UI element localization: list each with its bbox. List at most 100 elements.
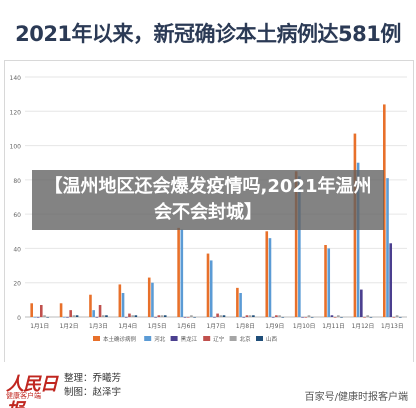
bar: [395, 315, 399, 317]
headline-text[interactable]: 【温州地区还会爆发疫情吗,2021年温州会不会封城】: [44, 176, 372, 223]
legend-label: 北京: [240, 335, 252, 343]
bar: [219, 315, 223, 317]
bar: [236, 287, 239, 317]
bar: [209, 260, 213, 317]
bar: [337, 315, 340, 317]
bar: [105, 315, 108, 317]
x-tick-label: 1月5日: [148, 323, 167, 330]
bar: [66, 317, 69, 318]
bar: [216, 313, 219, 317]
legend-swatch: [144, 336, 152, 341]
footer: [0, 362, 416, 408]
x-tick-label: 1月6日: [177, 323, 196, 330]
bar: [154, 317, 157, 318]
bar: [369, 317, 373, 318]
bar: [327, 248, 331, 317]
bar: [386, 178, 389, 317]
bar: [213, 317, 216, 318]
y-tick-label: 60: [13, 212, 21, 219]
bar: [160, 315, 164, 317]
legend-swatch: [93, 336, 100, 341]
x-tick-label: 1月2日: [60, 323, 79, 330]
bar: [62, 317, 66, 318]
bar: [298, 176, 301, 317]
y-tick-label: 140: [10, 75, 22, 82]
bar: [163, 315, 167, 317]
y-tick-label: 40: [13, 246, 21, 253]
x-tick-label: 1月8日: [236, 323, 255, 330]
legend-label: 黑龙江: [181, 335, 198, 343]
bar: [59, 303, 63, 317]
bar: [180, 229, 184, 317]
watermark: 百家号/健康时报客户端: [304, 392, 408, 403]
bar: [98, 305, 102, 317]
legend-swatch: [203, 336, 211, 341]
editor-credit: 整理：乔曦芳: [64, 373, 122, 384]
x-tick-label: 1月7日: [207, 323, 226, 330]
x-tick-label: 1月1日: [30, 323, 49, 330]
bar: [307, 315, 311, 317]
bar: [268, 238, 272, 317]
bar: [366, 315, 370, 317]
bar: [278, 315, 281, 317]
bar: [265, 231, 269, 317]
bar: [245, 315, 249, 317]
legend-swatch: [229, 336, 237, 341]
bar: [248, 315, 252, 317]
bar: [121, 293, 125, 317]
bar: [131, 315, 134, 317]
bar: [360, 289, 363, 317]
bar: [363, 317, 366, 318]
bar: [399, 317, 402, 318]
bar: [95, 317, 99, 318]
bar: [389, 243, 393, 317]
designer-credit: 制图：赵泽宇: [64, 387, 122, 398]
bar: [242, 317, 246, 318]
y-tick-label: 20: [13, 281, 21, 288]
bar: [330, 315, 334, 317]
headline-banner[interactable]: 【温州地区还会爆发疫情吗,2021年温州会不会封城】: [32, 170, 384, 230]
bar: [281, 317, 285, 318]
legend-label: 辽宁: [213, 335, 225, 343]
legend-label: 本土确诊病例: [103, 335, 137, 343]
bar: [101, 315, 105, 317]
bar: [252, 315, 255, 317]
bar: [147, 277, 151, 317]
bar: [177, 227, 180, 317]
bar: [69, 310, 72, 317]
bar: [206, 253, 210, 317]
x-tick-label: 1月9日: [265, 323, 284, 330]
logo-main-text: 人民日报: [6, 374, 58, 408]
bar: [193, 317, 196, 318]
x-tick-label: 1月11日: [322, 323, 345, 330]
bar: [46, 317, 49, 318]
logo-sub-text: 健康客户端: [6, 392, 41, 400]
bar: [30, 303, 33, 317]
logo: 人民日报 健康客户端: [4, 370, 62, 408]
bar: [128, 313, 131, 317]
bar: [186, 317, 190, 318]
x-tick-label: 1月4日: [118, 323, 137, 330]
bar: [72, 315, 76, 317]
bar: [333, 317, 337, 318]
bar: [118, 284, 122, 317]
bar: [92, 310, 95, 317]
legend-swatch: [170, 336, 178, 341]
bar: [239, 293, 242, 317]
bar: [36, 317, 40, 318]
bar: [190, 315, 193, 317]
bar: [89, 294, 92, 317]
bar: [183, 317, 187, 318]
bar-chart: 0 20 40 60 80 100 120 140 1月1日 1月2日 1月3日 1月4日 1月5日 1月…: [10, 75, 407, 343]
legend-label: 山西: [266, 335, 278, 343]
bar: [275, 315, 278, 317]
y-tick-label: 80: [13, 178, 21, 185]
bar: [75, 315, 79, 317]
x-tick-label: 1月13日: [381, 323, 404, 330]
bar: [134, 315, 138, 317]
bar: [222, 315, 226, 317]
bar: [151, 282, 154, 317]
bar: [33, 317, 37, 318]
bar: [124, 317, 128, 318]
